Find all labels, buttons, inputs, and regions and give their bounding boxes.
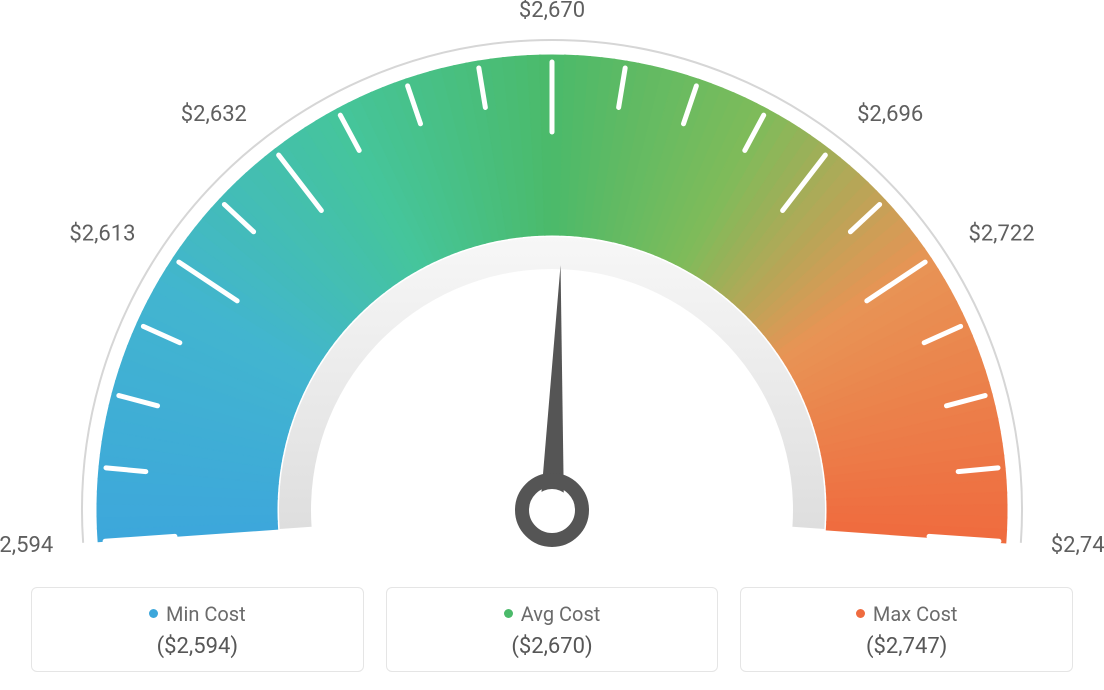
legend-max-title: Max Cost [751, 602, 1062, 626]
legend-min-value: ($2,594) [42, 634, 353, 659]
dot-icon [149, 609, 158, 618]
gauge-chart: $2,594 $2,613 $2,632 $2,670 $2,696 $2,722 $2,7… [0, 0, 1104, 580]
gauge-tick-label: $2,632 [181, 102, 247, 127]
legend-max-label: Max Cost [873, 602, 958, 626]
gauge-tick-label: $2,670 [519, 0, 585, 23]
legend-avg-value: ($2,670) [397, 634, 708, 659]
legend-card-max: Max Cost ($2,747) [740, 587, 1073, 672]
gauge-tick-label: $2,747 [1051, 533, 1104, 558]
gauge-tick-label: $2,613 [69, 221, 135, 246]
legend-card-min: Min Cost ($2,594) [31, 587, 364, 672]
legend-avg-title: Avg Cost [397, 602, 708, 626]
gauge-tick-label: $2,722 [968, 221, 1034, 246]
legend-min-label: Min Cost [166, 602, 246, 626]
gauge-tick-label: $2,696 [857, 102, 923, 127]
legend-min-title: Min Cost [42, 602, 353, 626]
legend-row: Min Cost ($2,594) Avg Cost ($2,670) Max … [31, 587, 1073, 672]
gauge-chart-container: $2,594 $2,613 $2,632 $2,670 $2,696 $2,722 $2,7… [0, 0, 1104, 690]
gauge-tick-label: $2,594 [0, 533, 53, 558]
legend-avg-label: Avg Cost [521, 602, 601, 626]
dot-icon [856, 609, 865, 618]
legend-card-avg: Avg Cost ($2,670) [386, 587, 719, 672]
dot-icon [504, 609, 513, 618]
legend-max-value: ($2,747) [751, 634, 1062, 659]
